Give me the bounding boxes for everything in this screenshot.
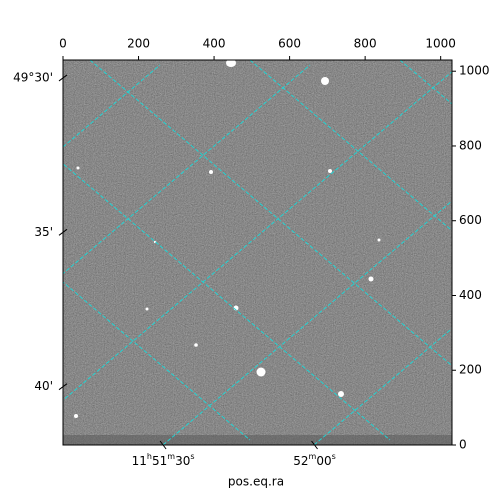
ra-tick-label: 11h51m30s — [132, 452, 195, 468]
y-tick-label: 800 — [459, 138, 482, 152]
dec-tick — [58, 74, 68, 82]
dec-tick — [58, 383, 68, 391]
dec-tick-label: 35' — [34, 225, 53, 239]
y-tick-label: 400 — [459, 288, 482, 302]
dec-tick-label: 49°30' — [13, 70, 53, 84]
ra-tick — [159, 440, 167, 450]
frame — [62, 59, 453, 446]
y-tick-label: 200 — [459, 363, 482, 377]
x-tick-label: 0 — [59, 37, 67, 51]
ra-tick — [311, 440, 318, 450]
stars — [74, 59, 381, 418]
y-tick-label: 1000 — [459, 64, 490, 78]
coordinate-grid — [63, 60, 452, 445]
x-tick-label: 600 — [278, 37, 301, 51]
y-tick-label: 600 — [459, 213, 482, 227]
ra-tick-label: 52m00s — [293, 452, 336, 468]
dec-tick — [58, 228, 68, 236]
dec-tick-label: 40' — [34, 379, 53, 393]
x-tick-label: 200 — [127, 37, 150, 51]
y-tick-label: 0 — [459, 438, 467, 452]
x-tick-label: 400 — [203, 37, 226, 51]
x-axis-label: pos.eq.ra — [228, 475, 284, 489]
x-tick-label: 800 — [354, 37, 377, 51]
x-tick-label: 1000 — [425, 37, 456, 51]
sky-image — [63, 59, 452, 445]
